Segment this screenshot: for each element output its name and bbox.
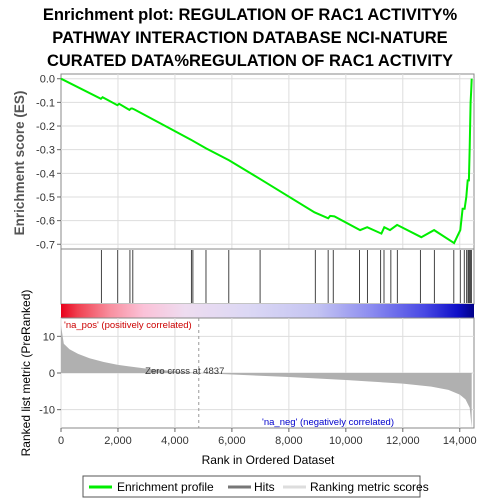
es-panel-frame <box>60 73 475 250</box>
metric-y-tick-label: 10 <box>43 331 55 343</box>
x-tick-label: 2,000 <box>104 435 132 447</box>
x-tick-label: 14,000 <box>443 435 477 447</box>
legend-box <box>82 475 421 498</box>
positive-correlation-label: 'na_pos' (positively correlated) <box>64 320 192 331</box>
metric-y-tick-label: 0 <box>49 368 55 380</box>
legend-label-enrichment-profile: Enrichment profile <box>117 480 214 494</box>
ranked-metric-area <box>61 325 472 428</box>
es-y-tick-label: -0.1 <box>36 97 55 109</box>
title-line-3: CURATED DATA%REGULATION OF RAC1 ACTIVITY <box>47 52 453 70</box>
metric-y-tick-label: -10 <box>39 405 55 417</box>
ranking-color-bar <box>61 304 474 318</box>
title-line-1: Enrichment plot: REGULATION OF RAC1 ACTI… <box>43 6 458 24</box>
es-y-tick-label: -0.2 <box>36 121 55 133</box>
es-y-tick-label: -0.4 <box>36 168 55 180</box>
x-axis-label: Rank in Ordered Dataset <box>202 453 335 467</box>
es-y-tick-label: -0.7 <box>36 239 55 251</box>
x-tick-label: 4,000 <box>161 435 189 447</box>
legend-label-hits: Hits <box>254 480 275 494</box>
metric-y-axis-label: Ranked list metric (PreRanked) <box>19 290 33 457</box>
es-y-ticks: 0.0 -0.1 -0.2 -0.3 -0.4 -0.5 -0.6 -0.7 <box>36 74 61 251</box>
es-y-tick-label: -0.3 <box>36 145 55 157</box>
es-y-tick-label: -0.6 <box>36 216 55 228</box>
x-tick-label: 6,000 <box>218 435 246 447</box>
x-tick-label: 8,000 <box>275 435 303 447</box>
es-y-tick-label: 0.0 <box>40 74 55 86</box>
x-tick-label: 12,000 <box>386 435 420 447</box>
title-line-2: PATHWAY INTERACTION DATABASE NCI-NATURE <box>52 29 447 47</box>
es-y-tick-label: -0.5 <box>36 192 55 204</box>
legend-label-ranking-metric: Ranking metric scores <box>310 480 429 494</box>
x-tick-label: 0 <box>58 435 64 447</box>
x-axis-ticks: 0 2,000 4,000 6,000 8,000 10,000 12,000 14,000 <box>58 428 477 447</box>
metric-y-ticks: 10 0 -10 <box>39 331 61 417</box>
es-gridlines <box>61 74 474 249</box>
negative-correlation-label: 'na_neg' (negatively correlated) <box>262 417 394 428</box>
x-tick-label: 10,000 <box>329 435 363 447</box>
zero-cross-annotation: Zero cross at 4837 <box>145 366 224 377</box>
gene-hit-markers <box>100 250 472 303</box>
hits-panel-frame <box>60 248 475 305</box>
enrichment-profile-line <box>60 77 473 245</box>
es-y-axis-label: Enrichment score (ES) <box>12 91 27 236</box>
